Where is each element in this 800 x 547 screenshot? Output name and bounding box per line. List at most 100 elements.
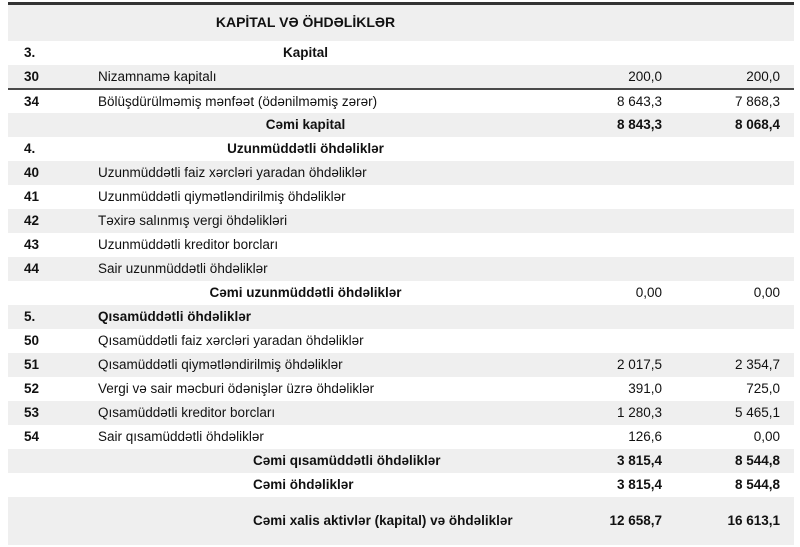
row-number-cell: 4.: [8, 136, 80, 161]
row-number-cell: 50: [8, 328, 80, 353]
value-previous-cell: 200,0: [676, 64, 794, 90]
description-cell: Təxirə salınmış vergi öhdəlikləri: [80, 208, 531, 233]
value-current-cell: 3 815,4: [531, 472, 676, 497]
description-cell: Qısamüddətli faiz xərcləri yaradan öhdəl…: [80, 328, 531, 353]
row-number-cell: 53: [8, 400, 80, 425]
row-number-cell: [8, 280, 80, 305]
table-row: 34 Bölüşdürülməmiş mənfəət (ödənilməmiş z…: [8, 88, 794, 113]
description-cell: Nizamnamə kapitalı: [80, 64, 531, 90]
description-cell: Qısamüddətli kreditor borcları: [80, 400, 531, 425]
value-current-cell: 2 017,5: [531, 352, 676, 377]
value-previous-cell: 5 465,1: [676, 400, 794, 425]
description-cell: Cəmi qısamüddətli öhdəliklər: [80, 448, 531, 473]
value-previous-cell: [676, 184, 794, 209]
table-row: 54 Sair qısamüddətli öhdəliklər 126,6 0,00: [8, 424, 794, 449]
value-current-cell: 3 815,4: [531, 448, 676, 473]
row-number-cell: 51: [8, 352, 80, 377]
value-previous-cell: [676, 328, 794, 353]
value-previous-cell: 8 544,8: [676, 448, 794, 473]
description-cell: Cəmi öhdəliklər: [80, 472, 531, 497]
value-previous-cell: [676, 160, 794, 185]
value-current-cell: 12 658,7: [531, 496, 676, 545]
description-cell: Cəmi xalis aktivlər (kapital) və öhdəlik…: [80, 496, 531, 545]
row-number-cell: 40: [8, 160, 80, 185]
value-current-cell: [531, 328, 676, 353]
value-current-cell: 126,6: [531, 424, 676, 449]
description-cell: Cəmi uzunmüddətli öhdəliklər: [80, 280, 531, 305]
table-body: KAPİTAL VƏ ÖHDƏLİKLƏR 3. Kapital 30 Nizamnam…: [8, 3, 794, 545]
row-number-cell: [8, 472, 80, 497]
row-number-cell: 30: [8, 64, 80, 90]
row-number-cell: [8, 3, 80, 41]
description-cell: Kapital: [80, 40, 531, 65]
total-row: Cəmi qısamüddətli öhdəliklər 3 815,4 8 544…: [8, 448, 794, 473]
row-number-cell: 42: [8, 208, 80, 233]
row-number-cell: 43: [8, 232, 80, 257]
value-current-cell: [531, 136, 676, 161]
value-current-cell: [531, 184, 676, 209]
description-cell: Sair qısamüddətli öhdəliklər: [80, 424, 531, 449]
table-row: 52 Vergi və sair məcburi ödənişlər üzrə ö…: [8, 376, 794, 401]
description-cell: Uzunmüddətli qiymətləndirilmiş öhdəliklə…: [80, 184, 531, 209]
value-current-cell: [531, 304, 676, 329]
value-current-cell: [531, 208, 676, 233]
description-cell: Bölüşdürülməmiş mənfəət (ödənilməmiş zər…: [80, 88, 531, 113]
row-number-cell: [8, 112, 80, 137]
row-number-cell: 34: [8, 88, 80, 113]
value-current-cell: 200,0: [531, 64, 676, 90]
section-row: 3. Kapital: [8, 40, 794, 65]
value-current-cell: [531, 256, 676, 281]
total-row: Cəmi öhdəliklər 3 815,4 8 544,8: [8, 472, 794, 497]
value-previous-cell: [676, 136, 794, 161]
section-row: 4. Uzunmüddətli öhdəliklər: [8, 136, 794, 161]
value-previous-cell: 2 354,7: [676, 352, 794, 377]
value-current-cell: [531, 40, 676, 65]
value-previous-cell: [676, 3, 794, 41]
table-row: 42 Təxirə salınmış vergi öhdəlikləri: [8, 208, 794, 233]
total-row: Cəmi uzunmüddətli öhdəliklər 0,00 0,00: [8, 280, 794, 305]
value-current-cell: [531, 160, 676, 185]
table-row: 51 Qısamüddətli qiymətləndirilmiş öhdəlik…: [8, 352, 794, 377]
description-cell: Qısamüddətli öhdəliklər: [80, 304, 531, 329]
value-previous-cell: 0,00: [676, 424, 794, 449]
table-row: 40 Uzunmüddətli faiz xərcləri yaradan öhd…: [8, 160, 794, 185]
value-previous-cell: 725,0: [676, 376, 794, 401]
row-number-cell: 41: [8, 184, 80, 209]
description-cell: Qısamüddətli qiymətləndirilmiş öhdəliklə…: [80, 352, 531, 377]
value-previous-cell: 0,00: [676, 280, 794, 305]
row-number-cell: 5.: [8, 304, 80, 329]
row-number-cell: [8, 496, 80, 545]
table-row: 50 Qısamüddətli faiz xərcləri yaradan öhd…: [8, 328, 794, 353]
value-current-cell: [531, 232, 676, 257]
total-row: Cəmi xalis aktivlər (kapital) və öhdəlik…: [8, 496, 794, 545]
description-cell: Sair uzunmüddətli öhdəliklər: [80, 256, 531, 281]
value-previous-cell: 8 544,8: [676, 472, 794, 497]
description-cell: KAPİTAL VƏ ÖHDƏLİKLƏR: [80, 3, 531, 41]
description-cell: Cəmi kapital: [80, 112, 531, 137]
balance-sheet-table: KAPİTAL VƏ ÖHDƏLİKLƏR 3. Kapital 30 Nizamnam…: [8, 2, 794, 545]
value-previous-cell: 8 068,4: [676, 112, 794, 137]
value-current-cell: 391,0: [531, 376, 676, 401]
description-cell: Uzunmüddətli kreditor borcları: [80, 232, 531, 257]
value-current-cell: [531, 3, 676, 41]
row-number-cell: [8, 448, 80, 473]
table-row: 43 Uzunmüddətli kreditor borcları: [8, 232, 794, 257]
capital-liabilities-section: KAPİTAL VƏ ÖHDƏLİKLƏR 3. Kapital 30 Nizamnam…: [8, 2, 794, 545]
row-number-cell: 44: [8, 256, 80, 281]
value-current-cell: 0,00: [531, 280, 676, 305]
value-previous-cell: [676, 304, 794, 329]
row-number-cell: 54: [8, 424, 80, 449]
value-current-cell: 8 643,3: [531, 88, 676, 113]
value-previous-cell: 16 613,1: [676, 496, 794, 545]
table-row: 53 Qısamüddətli kreditor borcları 1 280,3 5…: [8, 400, 794, 425]
row-number-cell: 3.: [8, 40, 80, 65]
table-row: 30 Nizamnamə kapitalı 200,0 200,0: [8, 64, 794, 90]
value-previous-cell: [676, 208, 794, 233]
description-cell: Uzunmüddətli faiz xərcləri yaradan öhdəl…: [80, 160, 531, 185]
value-previous-cell: 7 868,3: [676, 88, 794, 113]
table-header-row: KAPİTAL VƏ ÖHDƏLİKLƏR: [8, 3, 794, 41]
value-previous-cell: [676, 232, 794, 257]
row-number-cell: 52: [8, 376, 80, 401]
table-row: 41 Uzunmüddətli qiymətləndirilmiş öhdəlik…: [8, 184, 794, 209]
